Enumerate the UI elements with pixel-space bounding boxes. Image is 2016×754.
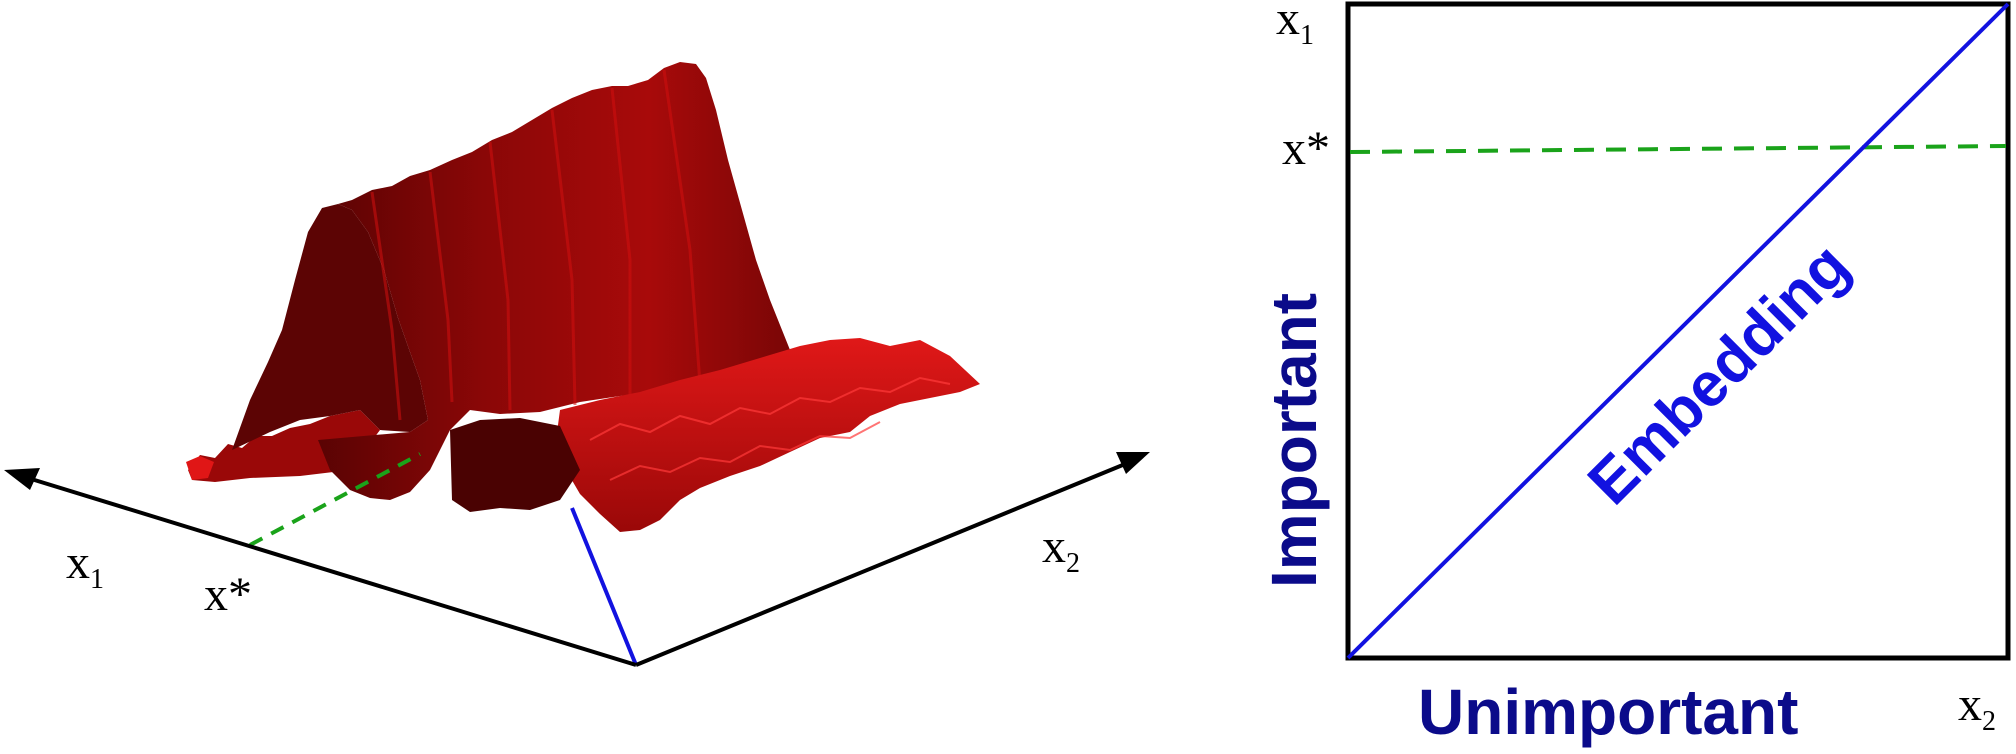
surface-right-wing (556, 338, 980, 532)
x2-axis-arrowhead (1116, 452, 1150, 474)
x2-axis-line (635, 460, 1131, 667)
x-star-label: x* (204, 568, 252, 621)
x2-label: x2 (1958, 678, 1996, 737)
embedding-diagonal (1346, 2, 2010, 660)
x-star-projection-line (249, 452, 421, 547)
right-panel-2d-plot: Embedding Important Unimportant x1 x* x2 (1258, 0, 2011, 748)
x-star-tick-label: x* (1282, 122, 1330, 175)
surface-left-tip (186, 456, 214, 480)
x-star-level-line (1349, 144, 2007, 154)
embedding-label: Embedding (1575, 230, 1862, 517)
important-axis-label: Important (1258, 293, 1330, 588)
x1-axis-label: x1 (66, 536, 104, 595)
surface-wing-ripples (589, 376, 951, 481)
x1-axis-arrowhead (4, 468, 40, 490)
left-panel-3d-plot: x1 x* x2 (4, 62, 1150, 667)
x1-axis-line (27, 476, 637, 667)
objective-surface (186, 62, 980, 532)
surface-ridge (318, 62, 790, 500)
x2-axis-label: x2 (1042, 520, 1080, 579)
embedding-line-3d (570, 507, 638, 666)
surface-underside (450, 418, 580, 512)
surface-crest-ripples (370, 69, 702, 421)
unimportant-axis-label: Unimportant (1418, 676, 1798, 748)
surface-ridge-back (232, 204, 428, 450)
x1-label: x1 (1276, 0, 1314, 51)
plot-frame (1345, 1, 2011, 661)
